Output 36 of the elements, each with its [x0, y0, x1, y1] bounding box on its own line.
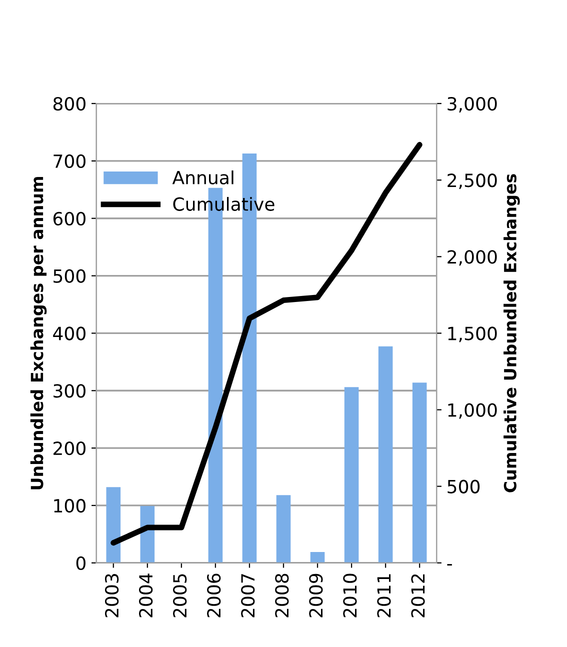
- y2-axis-title: Cumulative Unbundled Exchanges: [504, 174, 520, 492]
- x-tick-label: 2012: [411, 574, 425, 618]
- x-tick-label: 2010: [343, 574, 357, 618]
- legend-label: Cumulative: [173, 196, 274, 211]
- x-tick-label: 2005: [173, 574, 187, 618]
- x-tick-label: 2007: [241, 574, 255, 618]
- y-tick-label: 0: [76, 556, 86, 570]
- y-tick-label: 100: [54, 498, 86, 513]
- y2-tick-label: 500: [448, 480, 480, 494]
- y2-tick-label: 2,500: [448, 174, 497, 190]
- bar: [344, 387, 359, 563]
- bar: [310, 552, 325, 563]
- x-tick-label: 2009: [309, 574, 323, 618]
- bar: [378, 346, 393, 563]
- y-tick-label: 300: [54, 384, 86, 398]
- y2-tick-label: 1,500: [448, 326, 497, 342]
- x-tick-label: 2011: [377, 574, 391, 618]
- y-tick-label: 600: [53, 212, 86, 226]
- y2-tick-label: 3,000: [448, 96, 497, 112]
- x-tick-label: 2003: [104, 574, 119, 618]
- x-tick-label: 2006: [207, 574, 221, 618]
- bar: [106, 487, 121, 563]
- y-axis-title: Unbundled Exchanges per annum: [30, 176, 47, 490]
- bar: [412, 382, 427, 563]
- x-tick-label: 2004: [139, 574, 153, 618]
- x-tick-label: 2008: [275, 574, 289, 618]
- legend-label: Annual: [172, 170, 234, 184]
- y2-tick-label: 2,000: [448, 250, 497, 266]
- y-tick-label: 800: [53, 96, 86, 111]
- y-tick-label: 200: [54, 442, 86, 456]
- bar: [276, 495, 291, 563]
- y-tick-label: 700: [54, 154, 86, 168]
- y-tick-label: 400: [53, 326, 86, 340]
- y2-tick-label: -: [447, 564, 452, 566]
- y-tick-label: 500: [54, 269, 86, 283]
- y2-tick-label: 1,000: [448, 403, 497, 419]
